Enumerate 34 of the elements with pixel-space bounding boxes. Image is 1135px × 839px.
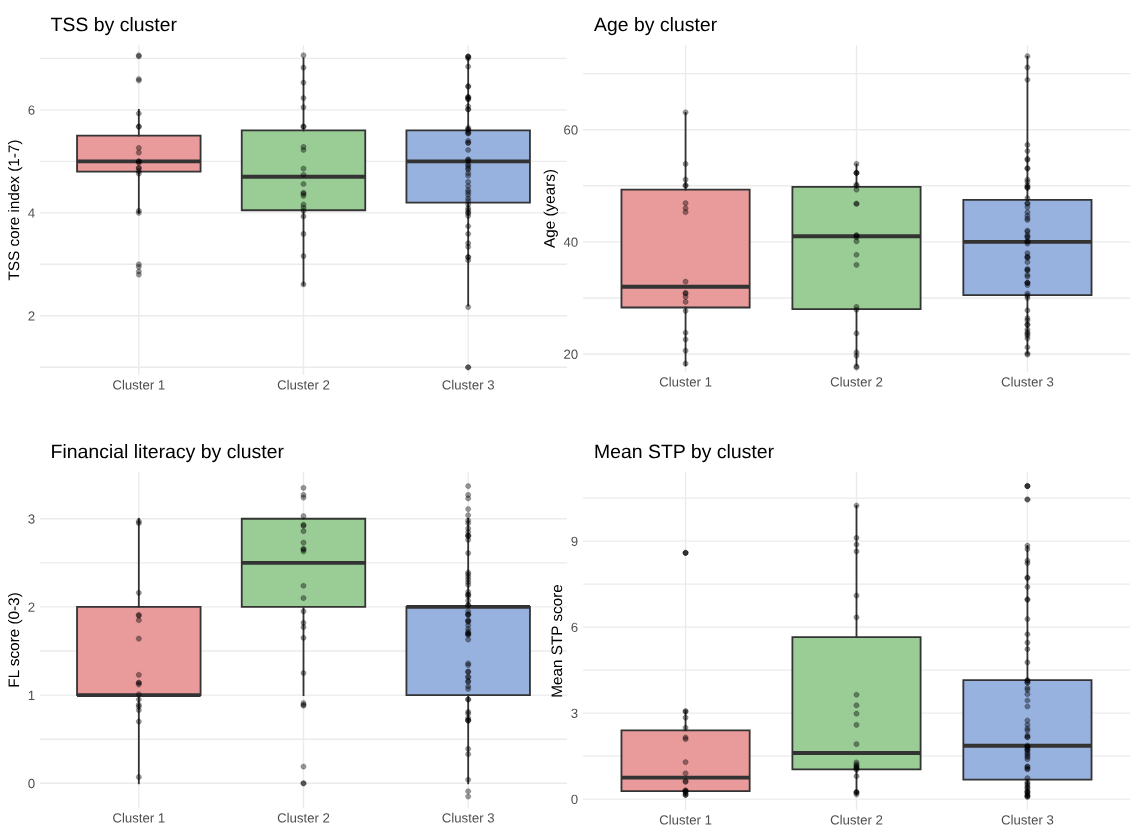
x-tick-label: Cluster 3 (1001, 376, 1054, 387)
x-tick-label: Cluster 3 (442, 379, 495, 390)
y-tick-label: 1 (28, 690, 35, 700)
chart-title: Age by cluster (593, 17, 717, 36)
y-tick-label: 9 (571, 536, 578, 546)
y-tick-label: 60 (564, 125, 578, 135)
chart-title: TSS by cluster (50, 17, 177, 36)
y-tick-label: 2 (28, 311, 35, 321)
y-tick-label: 0 (28, 778, 35, 789)
x-tick-label: Cluster 2 (830, 376, 883, 387)
chart-title: Mean STP by cluster (595, 444, 774, 463)
y-tick-label: 6 (571, 622, 578, 633)
y-tick-label: 40 (563, 237, 578, 247)
chart-title: Financial literacy by cluster (52, 444, 284, 463)
x-tick-label: Cluster 1 (659, 376, 712, 387)
y-tick-label: 3 (571, 708, 578, 719)
y-axis-title: Age (years) (543, 169, 558, 248)
y-tick-label: 4 (28, 208, 35, 218)
x-tick-label: Cluster 2 (830, 814, 883, 825)
y-axis-title: Mean STP score (551, 584, 563, 697)
x-tick-label: Cluster 1 (113, 379, 165, 390)
y-tick-label: 20 (564, 349, 578, 359)
x-tick-label: Cluster 1 (659, 814, 712, 825)
y-tick-label: 2 (28, 602, 35, 612)
y-tick-label: 0 (571, 794, 578, 805)
x-tick-label: Cluster 2 (277, 812, 330, 823)
y-axis-title: FL score (0-3) (8, 593, 23, 687)
x-tick-label: Cluster 3 (442, 812, 495, 823)
x-tick-label: Cluster 1 (113, 812, 165, 823)
y-tick-label: 3 (28, 514, 35, 524)
y-tick-label: 6 (28, 105, 35, 115)
x-tick-label: Cluster 2 (277, 379, 330, 390)
y-axis-title: TSS core index (1-7) (8, 140, 23, 281)
x-tick-label: Cluster 3 (1001, 814, 1054, 825)
